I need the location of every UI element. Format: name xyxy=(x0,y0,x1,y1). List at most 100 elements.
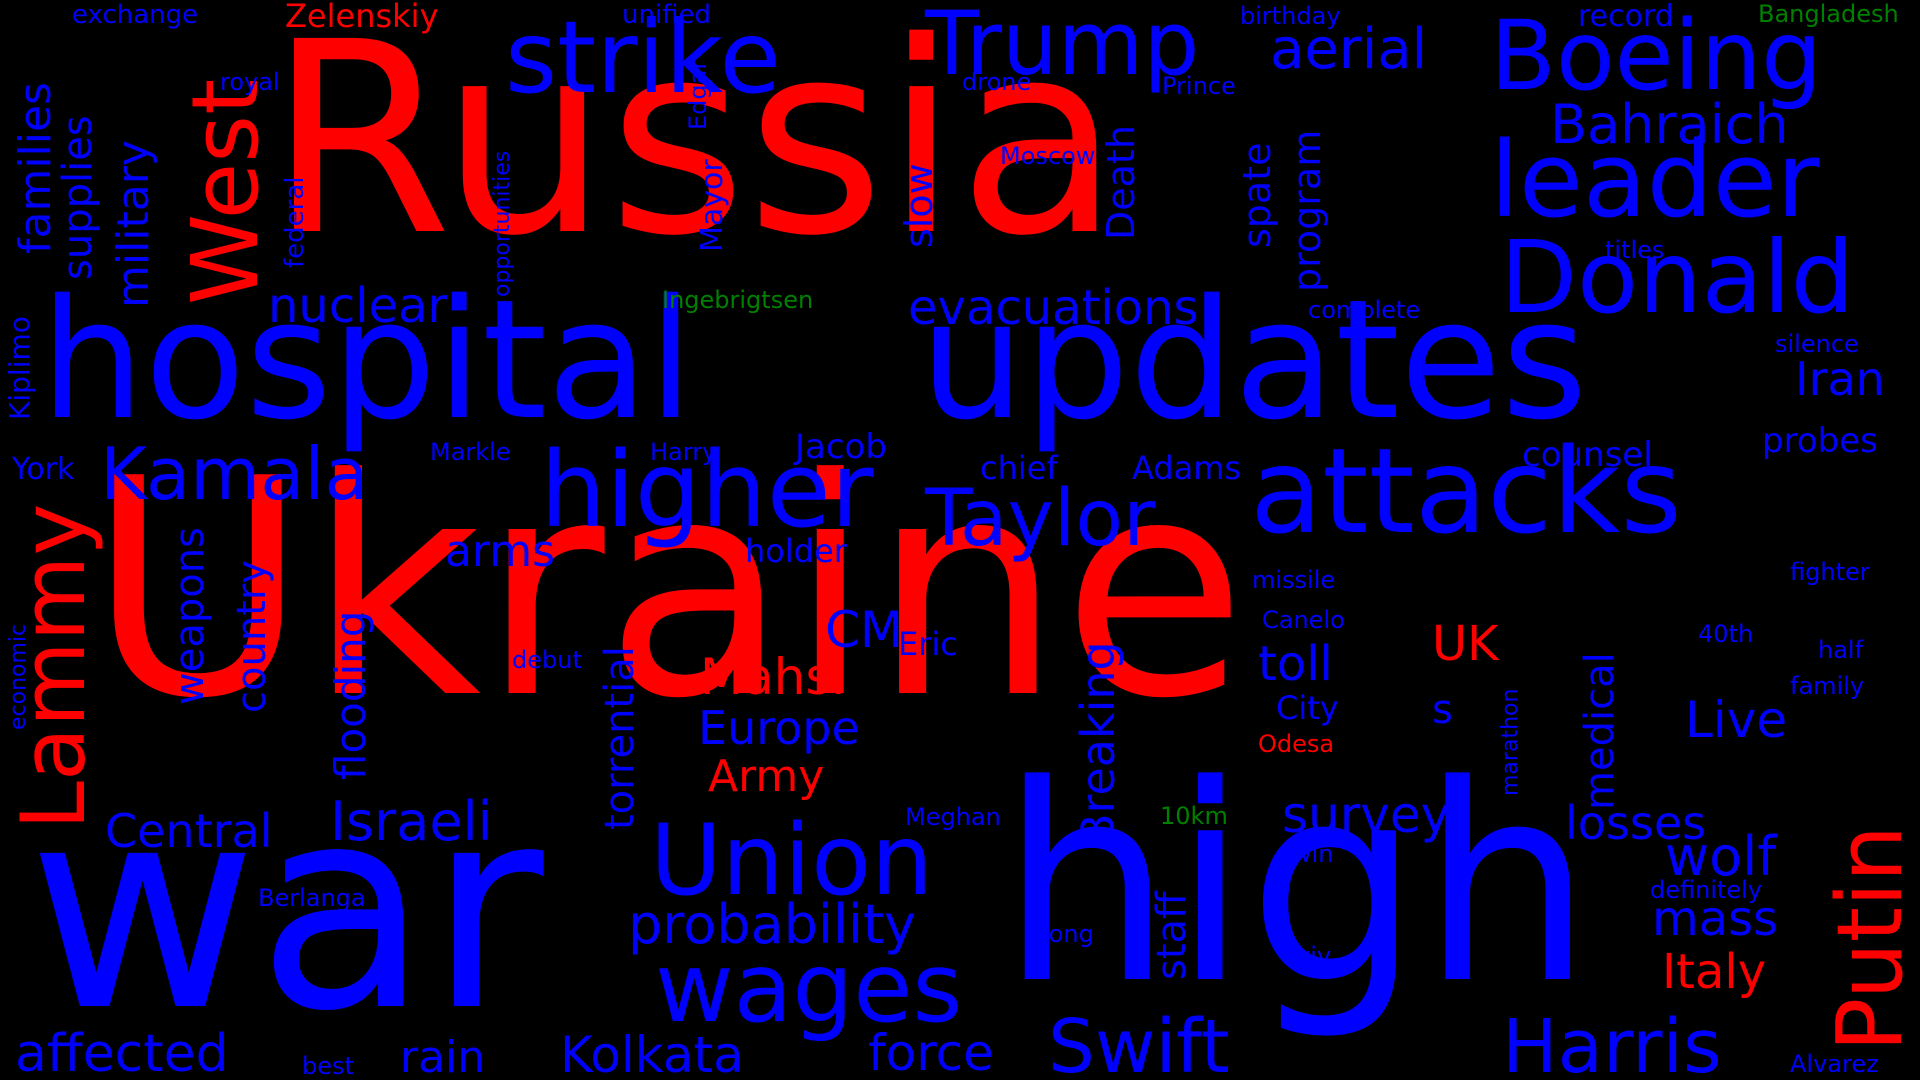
word-half: half xyxy=(1818,636,1864,664)
word-fighter: fighter xyxy=(1790,558,1870,586)
word-europe: Europe xyxy=(698,701,860,755)
word-titles: titles xyxy=(1605,236,1665,264)
word-odesa: Odesa xyxy=(1258,730,1335,758)
word-best: best xyxy=(302,1052,354,1080)
word-ukraine: Ukraine xyxy=(88,415,1247,764)
word-kolkata: Kolkata xyxy=(560,1026,744,1080)
word-federal: federal xyxy=(280,176,310,269)
word-country: country xyxy=(229,560,275,713)
word-royal: royal xyxy=(220,68,280,96)
word-economic: economic xyxy=(6,623,31,730)
word-higher: higher xyxy=(540,429,874,551)
word-birthday: birthday xyxy=(1240,2,1341,30)
word-york: York xyxy=(12,452,75,487)
word-city: City xyxy=(1276,689,1339,727)
word-canelo: Canelo xyxy=(1262,606,1345,634)
word-opportunities: opportunities xyxy=(490,150,515,297)
word-force: force xyxy=(868,1024,994,1080)
word-family: family xyxy=(1790,672,1865,700)
word-complete: complete xyxy=(1308,296,1421,324)
word-army: Army xyxy=(708,751,825,802)
word-central: Central xyxy=(105,804,273,858)
word-evacuations: evacuations xyxy=(908,280,1199,336)
word-italy: Italy xyxy=(1662,944,1767,1000)
word-marathon: marathon xyxy=(1498,688,1523,796)
word-probes: probes xyxy=(1762,421,1878,461)
word-ingebrigtsen: Ingebrigtsen xyxy=(662,286,814,314)
word-high: high xyxy=(1000,728,1594,1044)
word-harris: Harris xyxy=(1502,1004,1722,1080)
word-arms: arms xyxy=(445,526,556,577)
word-war: war xyxy=(28,747,544,1073)
word-markle: Markle xyxy=(430,438,511,466)
word-torrential: torrential xyxy=(597,646,643,830)
word-bahraich: Bahraich xyxy=(1550,93,1789,156)
word-mayor: Mayor xyxy=(695,159,730,252)
word-trump: Trump xyxy=(925,0,1200,95)
word-mahsi: Mahsi xyxy=(700,648,846,706)
word-boeing: Boeing xyxy=(1490,0,1823,112)
word-kiplimo: Kiplimo xyxy=(3,316,36,420)
word-edgar: Edgar xyxy=(684,59,712,130)
word-adams: Adams xyxy=(1132,449,1242,487)
word-flooding: flooding xyxy=(326,610,375,780)
word-probability: probability xyxy=(628,893,917,956)
word-counsel: counsel xyxy=(1522,435,1653,475)
word-silence: silence xyxy=(1775,330,1859,358)
word-taylor: Taylor xyxy=(925,474,1156,564)
word-kamala: Kamala xyxy=(100,432,369,516)
word-win: win xyxy=(1292,840,1334,868)
word-berlanga: Berlanga xyxy=(258,884,366,912)
word-wages: wages xyxy=(655,932,963,1044)
word-missile: missile xyxy=(1252,566,1336,594)
word-death: Death xyxy=(1099,125,1143,240)
word-military: military xyxy=(108,140,159,308)
word-harry: Harry xyxy=(650,438,717,466)
word-mass: mass xyxy=(1652,891,1779,947)
word-weapons: weapons xyxy=(167,527,213,705)
word-10km: 10km xyxy=(1160,802,1228,830)
word-cm: CM xyxy=(825,601,904,659)
word-aerial: aerial xyxy=(1270,17,1428,82)
word-eric: Eric xyxy=(898,625,958,663)
word-kyiv: Kyiv xyxy=(1282,942,1332,970)
word-nuclear: nuclear xyxy=(268,278,448,334)
word-spate: spate xyxy=(1235,142,1279,248)
word-slow: slow xyxy=(897,163,941,248)
word-iran: Iran xyxy=(1795,352,1885,406)
word-attacks: attacks xyxy=(1250,422,1682,560)
word-rain: rain xyxy=(400,1032,486,1080)
word-alvarez: Alvarez xyxy=(1790,1050,1879,1078)
word-unified: unified xyxy=(622,0,712,30)
word-moscow: Moscow xyxy=(1000,142,1096,170)
word-wolf: wolf xyxy=(1665,825,1777,888)
word-leader: leader xyxy=(1490,119,1820,241)
word-record: record xyxy=(1578,0,1674,34)
word-uk: UK xyxy=(1432,616,1499,672)
word-debut: debut xyxy=(512,646,582,674)
word-medical: medical xyxy=(1577,652,1623,810)
word-definitely: definitely xyxy=(1650,876,1763,904)
word-families: families xyxy=(10,82,61,254)
word-drone: drone xyxy=(962,68,1032,96)
word-supplies: supplies xyxy=(55,115,101,280)
word-staff: staff xyxy=(1149,891,1195,980)
word-updates: updates xyxy=(920,264,1588,456)
word-chief: chief xyxy=(980,449,1058,487)
word-putin: Putin xyxy=(1818,824,1920,1052)
word-jacob: Jacob xyxy=(795,427,887,467)
word-breaking: Breaking xyxy=(1071,641,1125,845)
word-hospital: hospital xyxy=(40,264,694,456)
word-losses: losses xyxy=(1565,796,1707,850)
word-swift: Swift xyxy=(1048,1004,1230,1080)
word-strike: strike xyxy=(505,0,782,116)
word-s: s xyxy=(1432,687,1453,733)
word-survey: survey xyxy=(1282,786,1451,844)
word-long: long xyxy=(1042,920,1094,948)
word-union: Union xyxy=(650,804,934,918)
word-russia: Russia xyxy=(268,0,1121,294)
word-40th: 40th xyxy=(1698,620,1754,648)
word-bangladesh: Bangladesh xyxy=(1758,0,1899,28)
word-west: West xyxy=(172,78,279,305)
